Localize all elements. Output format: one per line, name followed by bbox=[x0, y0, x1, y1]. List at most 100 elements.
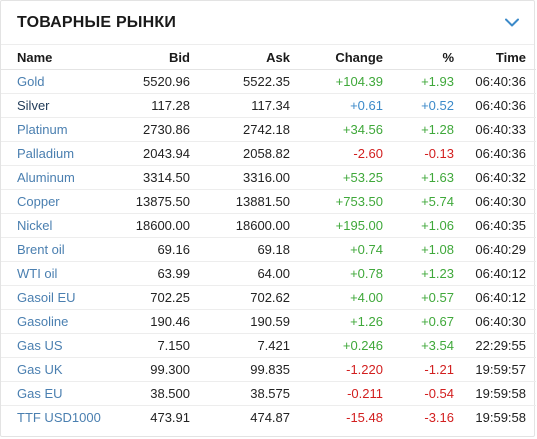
commodity-name-link[interactable]: Copper bbox=[1, 189, 111, 214]
percent-change-value: +0.57 bbox=[391, 285, 462, 310]
table-row: TTF USD1000 473.91 474.87 -15.48 -3.16 19:59:… bbox=[1, 406, 536, 430]
percent-change-value: +1.93 bbox=[391, 69, 462, 94]
bid-value: 5520.96 bbox=[111, 69, 198, 94]
bid-value: 2043.94 bbox=[111, 141, 198, 166]
bid-value: 18600.00 bbox=[111, 213, 198, 238]
ask-value: 702.62 bbox=[198, 285, 298, 310]
commodity-name-link[interactable]: TTF USD1000 bbox=[17, 410, 101, 425]
commodity-name-link[interactable]: Nickel bbox=[1, 213, 111, 238]
percent-change-value: +3.54 bbox=[391, 333, 462, 358]
ask-value: 2058.82 bbox=[198, 141, 298, 166]
change-value: +1.26 bbox=[298, 309, 391, 334]
table-row: Silver 117.28 117.34 +0.61 +0.52 06:40:36 bbox=[1, 93, 536, 118]
commodity-name-link[interactable]: Gas UK bbox=[1, 357, 111, 382]
percent-change-value: -0.13 bbox=[391, 141, 462, 166]
change-value: +0.246 bbox=[298, 333, 391, 358]
update-time: 06:40:36 bbox=[462, 93, 536, 118]
table-row: Gold 5520.96 5522.35 +104.39 +1.93 06:40:36 bbox=[1, 69, 536, 94]
table-row: Nickel 18600.00 18600.00 +195.00 +1.06 06:40:… bbox=[1, 213, 536, 238]
bid-value: 69.16 bbox=[111, 237, 198, 262]
bid-value: 7.150 bbox=[111, 333, 198, 358]
change-value: +0.78 bbox=[298, 261, 391, 286]
table-row: Gas EU 38.500 38.575 -0.211 -0.54 19:59:58 bbox=[1, 381, 536, 406]
bid-value: 473.91 bbox=[150, 410, 190, 425]
ask-value: 3316.00 bbox=[198, 165, 298, 190]
bid-value: 63.99 bbox=[111, 261, 198, 286]
ask-value: 69.18 bbox=[198, 237, 298, 262]
quotes-table: Name Bid Ask Change % Time Gold 5520.96 55… bbox=[1, 45, 536, 429]
column-header-change: Change bbox=[298, 45, 391, 70]
table-row: Gasoil EU 702.25 702.62 +4.00 +0.57 06:40:12 bbox=[1, 285, 536, 310]
commodity-name-link[interactable]: Palladium bbox=[1, 141, 111, 166]
table-header-row: Name Bid Ask Change % Time bbox=[1, 45, 536, 70]
chevron-down-icon[interactable] bbox=[504, 15, 520, 31]
update-time: 06:40:29 bbox=[462, 237, 536, 262]
bid-value: 2730.86 bbox=[111, 117, 198, 142]
table-row: Brent oil 69.16 69.18 +0.74 +1.08 06:40:29 bbox=[1, 237, 536, 262]
update-time: 22:29:55 bbox=[462, 333, 536, 358]
ask-value: 7.421 bbox=[198, 333, 298, 358]
update-time: 19:59:58 bbox=[475, 410, 526, 425]
change-value: -1.220 bbox=[298, 357, 391, 382]
percent-change-value: +1.08 bbox=[391, 237, 462, 262]
change-value: +104.39 bbox=[298, 69, 391, 94]
update-time: 06:40:30 bbox=[462, 189, 536, 214]
update-time: 06:40:36 bbox=[462, 69, 536, 94]
commodity-name-link[interactable]: Aluminum bbox=[1, 165, 111, 190]
change-value: +34.56 bbox=[298, 117, 391, 142]
update-time: 06:40:12 bbox=[462, 261, 536, 286]
column-header-bid: Bid bbox=[111, 45, 198, 70]
column-header-name: Name bbox=[1, 45, 111, 70]
bid-value: 190.46 bbox=[111, 309, 198, 334]
bid-value: 13875.50 bbox=[111, 189, 198, 214]
commodity-name-link[interactable]: Silver bbox=[1, 93, 111, 118]
commodity-name-link[interactable]: Brent oil bbox=[1, 237, 111, 262]
ask-value: 99.835 bbox=[198, 357, 298, 382]
commodity-name-link[interactable]: WTI oil bbox=[1, 261, 111, 286]
table-row: Gas US 7.150 7.421 +0.246 +3.54 22:29:55 bbox=[1, 333, 536, 358]
percent-change-value: +1.23 bbox=[391, 261, 462, 286]
ask-value: 474.87 bbox=[250, 410, 290, 425]
update-time: 06:40:33 bbox=[462, 117, 536, 142]
column-header-ask: Ask bbox=[198, 45, 298, 70]
update-time: 06:40:32 bbox=[462, 165, 536, 190]
table-row: Platinum 2730.86 2742.18 +34.56 +1.28 06:40:3… bbox=[1, 117, 536, 142]
table-row: Copper 13875.50 13881.50 +753.50 +5.74 06:40:… bbox=[1, 189, 536, 214]
column-header-percent: % bbox=[391, 45, 462, 70]
percent-change-value: +0.52 bbox=[391, 93, 462, 118]
update-time: 06:40:12 bbox=[462, 285, 536, 310]
percent-change-value: +5.74 bbox=[391, 189, 462, 214]
column-header-time: Time bbox=[462, 45, 536, 70]
ask-value: 38.575 bbox=[198, 381, 298, 406]
commodity-name-link[interactable]: Gas US bbox=[1, 333, 111, 358]
ask-value: 2742.18 bbox=[198, 117, 298, 142]
widget-title: ТОВАРНЫЕ РЫНКИ bbox=[17, 13, 177, 31]
change-value: +4.00 bbox=[298, 285, 391, 310]
percent-change-value: -0.54 bbox=[391, 381, 462, 406]
change-value: +53.25 bbox=[298, 165, 391, 190]
commodity-name-link[interactable]: Gas EU bbox=[1, 381, 111, 406]
change-value: -2.60 bbox=[298, 141, 391, 166]
commodity-name-link[interactable]: Gasoline bbox=[1, 309, 111, 334]
update-time: 19:59:58 bbox=[462, 381, 536, 406]
table-row: Aluminum 3314.50 3316.00 +53.25 +1.63 06:40:3… bbox=[1, 165, 536, 190]
ask-value: 190.59 bbox=[198, 309, 298, 334]
update-time: 19:59:57 bbox=[462, 357, 536, 382]
table-row: Gasoline 190.46 190.59 +1.26 +0.67 06:40:30 bbox=[1, 309, 536, 334]
widget-header: ТОВАРНЫЕ РЫНКИ bbox=[1, 1, 534, 45]
commodity-name-link[interactable]: Gasoil EU bbox=[1, 285, 111, 310]
change-value: +195.00 bbox=[298, 213, 391, 238]
commodity-name-link[interactable]: Gold bbox=[1, 69, 111, 94]
percent-change-value: -3.16 bbox=[424, 410, 454, 425]
percent-change-value: +1.28 bbox=[391, 117, 462, 142]
change-value: -15.48 bbox=[346, 410, 383, 425]
change-value: +753.50 bbox=[298, 189, 391, 214]
update-time: 06:40:30 bbox=[462, 309, 536, 334]
commodity-name-link[interactable]: Platinum bbox=[1, 117, 111, 142]
ask-value: 64.00 bbox=[198, 261, 298, 286]
change-value: +0.61 bbox=[298, 93, 391, 118]
ask-value: 117.34 bbox=[198, 93, 298, 118]
bid-value: 702.25 bbox=[111, 285, 198, 310]
table-row: WTI oil 63.99 64.00 +0.78 +1.23 06:40:12 bbox=[1, 261, 536, 286]
